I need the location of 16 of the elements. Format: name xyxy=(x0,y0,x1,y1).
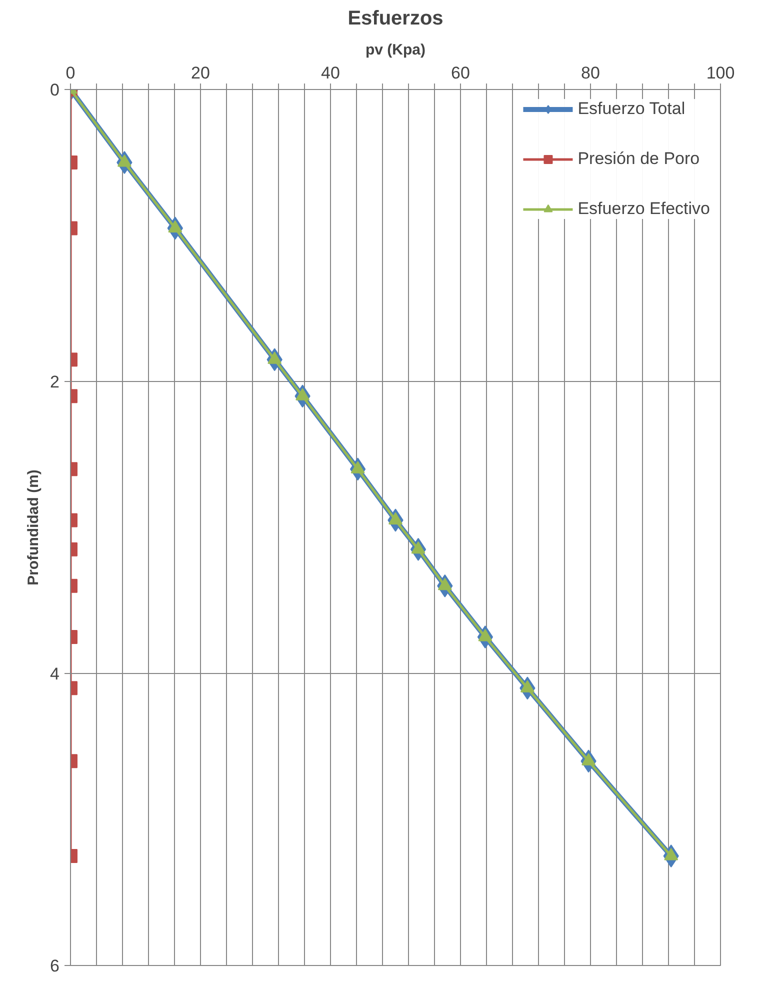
x-tick-label: 20 xyxy=(191,64,210,82)
x-axis-title: pv (Kpa) xyxy=(366,42,426,58)
y-tick-label: 2 xyxy=(50,372,60,392)
legend-label: Presión de Poro xyxy=(578,149,700,169)
legend-label: Esfuerzo Total xyxy=(578,99,686,119)
legend-label: Esfuerzo Efectivo xyxy=(578,199,710,219)
y-axis-title: Profundidad (m) xyxy=(25,470,42,586)
x-tick-label: 40 xyxy=(321,64,340,82)
x-tick-label: 0 xyxy=(66,64,76,82)
y-tick-label: 0 xyxy=(50,80,60,100)
x-tick-label: 60 xyxy=(451,64,470,82)
y-tick-label: 6 xyxy=(50,956,60,976)
x-tick-label: 100 xyxy=(706,64,735,82)
y-tick-label: 4 xyxy=(50,664,60,684)
x-tick-label: 80 xyxy=(581,64,600,82)
chart-title: Esfuerzos xyxy=(348,8,444,30)
